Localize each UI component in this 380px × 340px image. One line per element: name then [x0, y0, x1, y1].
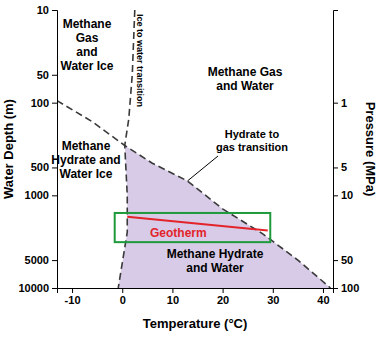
tick-mark [172, 288, 173, 293]
region-label: and Water [216, 79, 274, 93]
region-label: Hydrate and [51, 153, 120, 167]
shaded-region [118, 146, 330, 288]
x-axis-line [58, 289, 334, 294]
tick-mark [273, 288, 274, 293]
region-label: Methane [62, 139, 111, 153]
tick-mark [52, 260, 57, 261]
tick-mark [52, 103, 57, 104]
region-label: Methane [63, 17, 112, 31]
tick-label: 100 [31, 97, 49, 109]
tick-mark [223, 288, 224, 293]
y2-axis-tick: 1 [333, 97, 347, 109]
y2-axis-line [334, 11, 339, 289]
plot-area [57, 10, 330, 288]
x-axis: -10 0 10 20 30 40 [58, 288, 334, 306]
y-axis-tick: 5000 [25, 254, 57, 266]
series-label: Ice to water transition [135, 14, 145, 107]
tick-label: 0 [120, 294, 126, 306]
tick-mark [333, 195, 338, 196]
tick-label: 100 [341, 282, 359, 294]
y-axis-tick: 10 [37, 4, 57, 16]
tick-label: 10000 [18, 282, 49, 294]
region-label: and Water [186, 261, 244, 275]
tick-mark [52, 167, 57, 168]
tick-mark [52, 288, 57, 289]
series-line [57, 101, 330, 288]
region-label: Water Ice [61, 59, 114, 73]
series-label: Geotherm [150, 226, 207, 240]
leader-line [187, 156, 218, 181]
tick-mark [72, 288, 73, 293]
x-axis-tick: 20 [217, 288, 229, 306]
y2-axis: 1 5 10 50 100 [333, 11, 359, 295]
region-label: Methane Hydrate [167, 247, 264, 261]
tick-label: 40 [317, 294, 329, 306]
tick-label: 50 [341, 254, 353, 266]
series-label: Hydrate togas transition [216, 128, 288, 153]
tick-label: 50 [37, 69, 49, 81]
tick-mark [333, 103, 338, 104]
region-label: Water Ice [60, 167, 113, 181]
tick-label: 20 [217, 294, 229, 306]
chart: -100102030401050100500100050001000015105… [0, 0, 380, 340]
tick-mark [333, 288, 338, 289]
series-label-line: Hydrate to [225, 128, 280, 140]
tick-label: 1 [341, 97, 347, 109]
x-axis-tick: 30 [267, 288, 279, 306]
tick-label: 10 [167, 294, 179, 306]
highlight-box [115, 213, 271, 242]
y2-axis-tick: 100 [333, 282, 359, 294]
x-axis-tick: -10 [65, 288, 81, 306]
y2-axis-tick: 10 [333, 189, 353, 201]
tick-label: 30 [267, 294, 279, 306]
y-axis-tick: 10000 [18, 282, 57, 294]
series-line [118, 10, 135, 288]
tick-mark [323, 288, 324, 293]
tick-mark [122, 288, 123, 293]
tick-mark [52, 10, 57, 11]
tick-label: 10 [37, 4, 49, 16]
x-axis-tick: 40 [317, 288, 329, 306]
tick-mark [333, 167, 338, 168]
y-axis-tick: 1000 [25, 189, 57, 201]
y2-axis-title: Pressure (MPa) [363, 102, 378, 197]
tick-label: 5 [341, 161, 347, 173]
y-axis-line [52, 11, 58, 289]
y-axis-title: Water Depth (m) [1, 99, 16, 199]
y-axis: 10 50 100 500 1000 5000 10000 [18, 4, 57, 294]
tick-label: 5000 [25, 254, 49, 266]
tick-mark [52, 75, 57, 76]
region-label: Methane Gas [208, 65, 283, 79]
region-label: Gas [76, 31, 99, 45]
tick-mark [333, 260, 338, 261]
region-label: and [76, 45, 97, 59]
series-label-line: gas transition [216, 141, 288, 153]
tick-mark [52, 195, 57, 196]
x-axis-tick: 10 [167, 288, 179, 306]
y2-axis-tick: 50 [333, 254, 353, 266]
x-axis-tick: 0 [120, 288, 126, 306]
y-axis-tick: 50 [37, 69, 57, 81]
y2-axis-tick: 5 [333, 161, 347, 173]
tick-label: 1000 [25, 189, 49, 201]
tick-label: -10 [65, 294, 81, 306]
series-labels: Ice to water transition Hydrate togas tra… [135, 14, 288, 240]
x-axis-title: Temperature (°C) [143, 316, 248, 331]
tick-label: 10 [341, 189, 353, 201]
y-axis-tick: 100 [31, 97, 57, 109]
tick-label: 500 [31, 161, 49, 173]
